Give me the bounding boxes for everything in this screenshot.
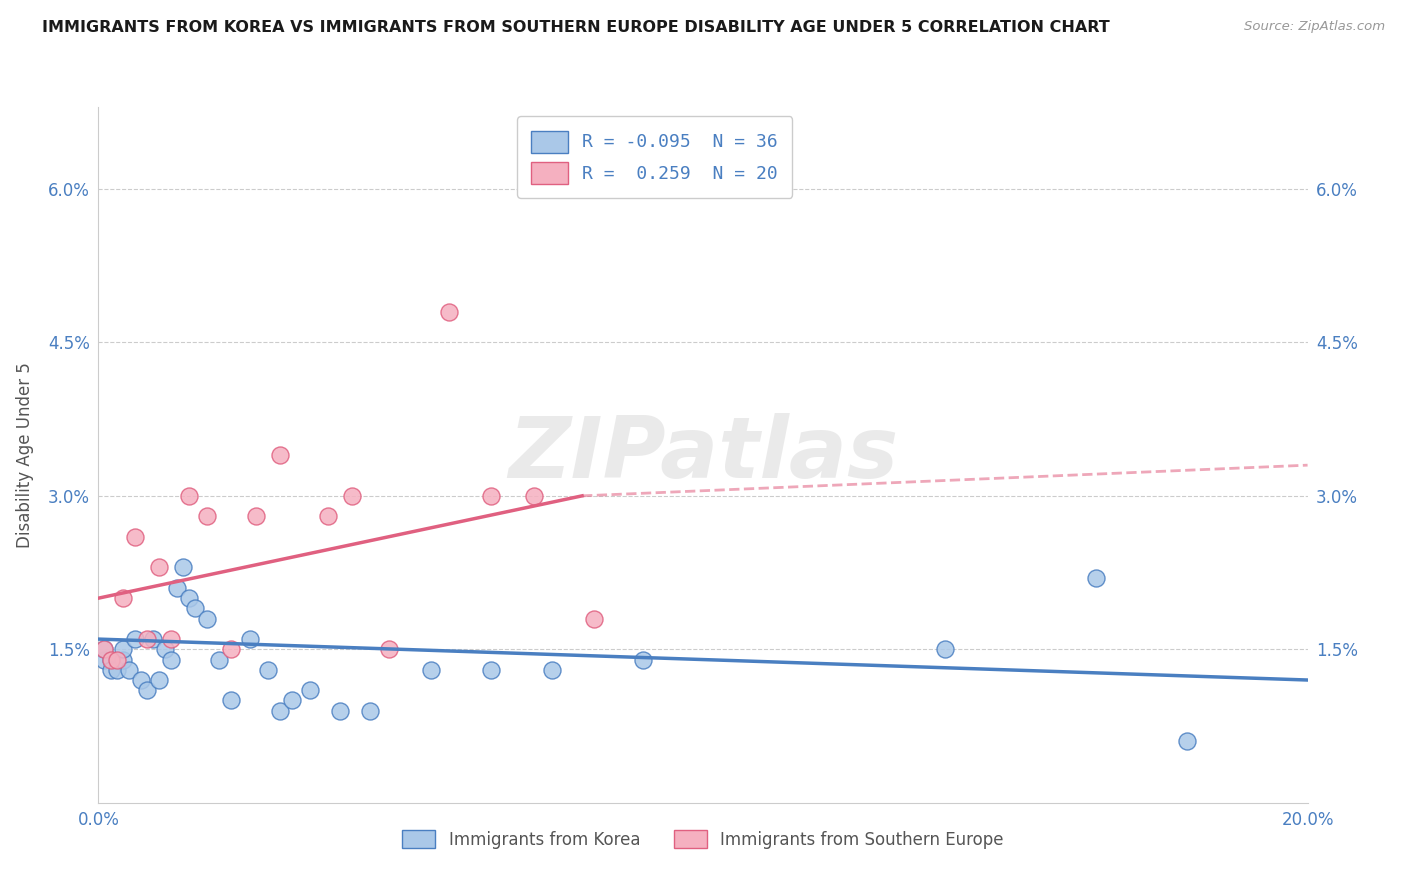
Point xyxy=(124,632,146,646)
Point xyxy=(153,642,176,657)
Text: Source: ZipAtlas.com: Source: ZipAtlas.com xyxy=(1244,20,1385,33)
Point xyxy=(148,560,170,574)
Point xyxy=(105,663,128,677)
Point xyxy=(316,509,339,524)
Point xyxy=(299,683,322,698)
Point xyxy=(481,489,503,503)
Point xyxy=(360,704,382,718)
Point xyxy=(221,642,243,657)
Point xyxy=(523,489,546,503)
Point xyxy=(111,642,134,657)
Point xyxy=(245,509,267,524)
Point xyxy=(148,673,170,687)
Point xyxy=(100,663,122,677)
Point xyxy=(129,673,152,687)
Point xyxy=(93,642,115,657)
Point xyxy=(1175,734,1198,748)
Point xyxy=(934,642,956,657)
Point xyxy=(540,663,562,677)
Point xyxy=(160,652,183,666)
Point xyxy=(329,704,352,718)
Text: IMMIGRANTS FROM KOREA VS IMMIGRANTS FROM SOUTHERN EUROPE DISABILITY AGE UNDER 5 : IMMIGRANTS FROM KOREA VS IMMIGRANTS FROM… xyxy=(42,20,1109,35)
Point xyxy=(208,652,231,666)
Text: ZIPatlas: ZIPatlas xyxy=(508,413,898,497)
Point xyxy=(93,642,115,657)
Point xyxy=(256,663,278,677)
Point xyxy=(135,683,157,698)
Point xyxy=(179,489,201,503)
Point xyxy=(142,632,165,646)
Point xyxy=(111,652,134,666)
Point xyxy=(281,693,304,707)
Y-axis label: Disability Age Under 5: Disability Age Under 5 xyxy=(17,362,34,548)
Point xyxy=(583,612,606,626)
Point xyxy=(160,632,183,646)
Point xyxy=(437,304,460,318)
Point xyxy=(184,601,207,615)
Point xyxy=(105,652,128,666)
Point xyxy=(269,448,291,462)
Point xyxy=(111,591,134,606)
Point xyxy=(93,652,115,666)
Point xyxy=(631,652,654,666)
Point xyxy=(342,489,364,503)
Point xyxy=(166,581,188,595)
Point xyxy=(195,612,218,626)
Point xyxy=(420,663,443,677)
Point xyxy=(100,652,122,666)
Point xyxy=(481,663,503,677)
Point xyxy=(135,632,157,646)
Legend: Immigrants from Korea, Immigrants from Southern Europe: Immigrants from Korea, Immigrants from S… xyxy=(394,822,1012,857)
Point xyxy=(179,591,201,606)
Point xyxy=(124,530,146,544)
Point xyxy=(1085,571,1108,585)
Point xyxy=(221,693,243,707)
Point xyxy=(195,509,218,524)
Point xyxy=(172,560,194,574)
Point xyxy=(118,663,141,677)
Point xyxy=(100,652,122,666)
Point xyxy=(377,642,399,657)
Point xyxy=(239,632,262,646)
Point xyxy=(269,704,291,718)
